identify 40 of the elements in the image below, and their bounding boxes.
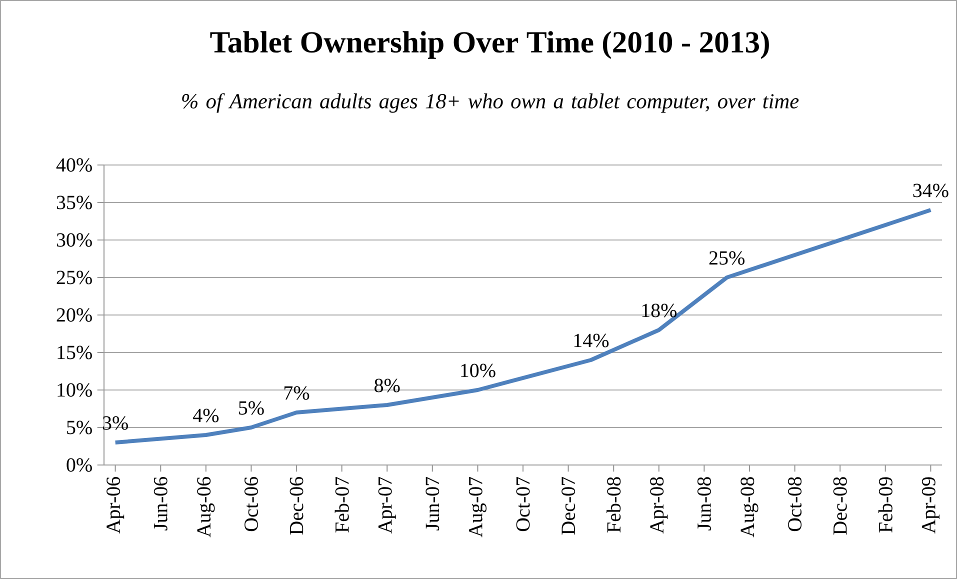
- data-label: 7%: [284, 386, 310, 400]
- x-tick-label: Jun-06: [154, 476, 168, 530]
- y-tick-label: 30%: [56, 233, 92, 247]
- data-label: 14%: [574, 334, 609, 348]
- x-tick-label: Feb-07: [334, 476, 349, 532]
- data-label: 3%: [102, 416, 128, 430]
- y-tick-label: 10%: [58, 383, 92, 397]
- x-tick-label: Oct-07: [516, 476, 530, 532]
- x-tick-label: Dec-06: [290, 476, 304, 535]
- x-tick-label: Jun-07: [426, 476, 440, 530]
- x-tick-label: Dec-08: [833, 477, 847, 535]
- y-tick-label: 25%: [56, 270, 92, 284]
- data-label: 25%: [709, 251, 744, 265]
- x-tick-label: Aug-08: [740, 477, 758, 538]
- y-tick-label: 20%: [56, 308, 92, 322]
- x-tick-label: Apr-07: [378, 476, 396, 534]
- x-tick-label: Feb-09: [878, 477, 892, 532]
- x-tick-label: Dec-07: [562, 476, 576, 535]
- y-tick-label: 0%: [66, 458, 92, 472]
- data-label: 34%: [913, 184, 948, 198]
- x-tick-label: Oct-06: [244, 476, 258, 532]
- x-tick-label: Jun-08: [697, 477, 711, 530]
- x-tick-label: Apr-09: [922, 477, 940, 534]
- x-tick-label: Oct-08: [788, 477, 802, 532]
- x-tick-label: Aug-06: [197, 476, 215, 538]
- data-label: 18%: [642, 304, 677, 318]
- chart-subtitle: % of American adults ages 18+ who own a tablet computer, over time: [182, 93, 799, 113]
- x-tick-label: Apr-08: [650, 477, 668, 534]
- y-tick-label: 15%: [58, 346, 92, 360]
- x-tick-label: Aug-07: [468, 476, 487, 538]
- y-tick-label: 35%: [56, 196, 92, 210]
- y-tick-label: 40%: [56, 158, 92, 172]
- x-tick-label: Apr-06: [106, 476, 124, 534]
- x-tick-label: Feb-08: [606, 477, 621, 532]
- data-label: 10%: [461, 364, 496, 378]
- data-label: 4%: [192, 408, 219, 422]
- y-tick-label: 5%: [67, 420, 92, 434]
- chart-title: Tablet Ownership Over Time (2010 - 2013): [210, 31, 769, 59]
- data-label: 5%: [239, 401, 264, 415]
- data-label: 8%: [374, 378, 400, 392]
